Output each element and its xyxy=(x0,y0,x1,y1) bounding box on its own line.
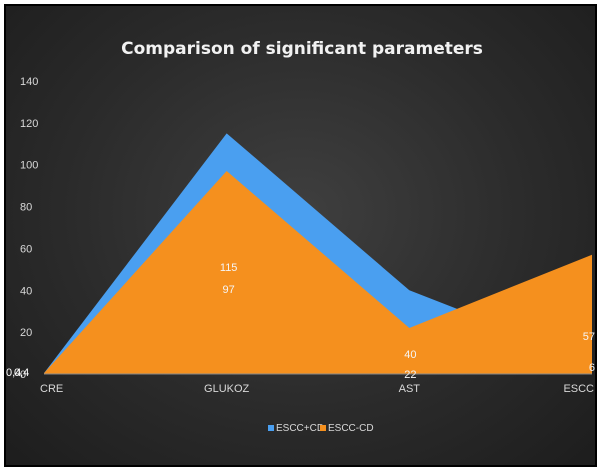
y-tick-label: 120 xyxy=(20,118,38,130)
data-label: 0,4 xyxy=(14,367,29,379)
data-label: 6 xyxy=(589,362,595,374)
y-tick-label: 100 xyxy=(20,160,38,172)
data-label: 40 xyxy=(404,349,416,361)
x-axis-ticks: CRE GLUKOZ AST ESCC xyxy=(40,383,594,395)
x-tick-label: CRE xyxy=(40,383,63,395)
data-labels: 0,40,4 115 97 40 22 57 6 xyxy=(6,262,595,381)
x-tick-label: ESCC xyxy=(563,383,594,395)
x-tick-label: GLUKOZ xyxy=(204,383,250,395)
data-label: 0,4 xyxy=(6,367,21,379)
chart-title: Comparison of significant parameters xyxy=(121,39,483,59)
legend-label: ESCC-CD xyxy=(328,423,374,434)
legend-label: ESCC+CD xyxy=(276,423,324,434)
data-label: 97 xyxy=(223,284,235,296)
data-label: 57 xyxy=(583,331,595,343)
area-chart: Comparison of significant parameters 0 20… xyxy=(6,39,595,434)
legend-swatch xyxy=(320,425,326,431)
y-tick-label: 40 xyxy=(20,285,32,297)
data-label: 22 xyxy=(404,369,416,381)
chart-frame: Comparison of significant parameters 0 20… xyxy=(4,4,597,467)
legend: ESCC+CD ESCC-CD xyxy=(268,423,374,434)
chart-areas xyxy=(44,133,592,374)
y-tick-label: 140 xyxy=(20,76,38,88)
y-tick-label: 0 xyxy=(20,369,26,381)
y-tick-label: 80 xyxy=(20,202,32,214)
y-tick-label: 60 xyxy=(20,243,32,255)
x-tick-label: AST xyxy=(399,383,421,395)
data-label: 115 xyxy=(220,262,238,274)
y-axis-ticks: 0 20 40 60 80 100 120 140 xyxy=(20,76,38,381)
series-area-2 xyxy=(44,170,592,374)
y-tick-label: 20 xyxy=(20,327,32,339)
legend-swatch xyxy=(268,425,274,431)
